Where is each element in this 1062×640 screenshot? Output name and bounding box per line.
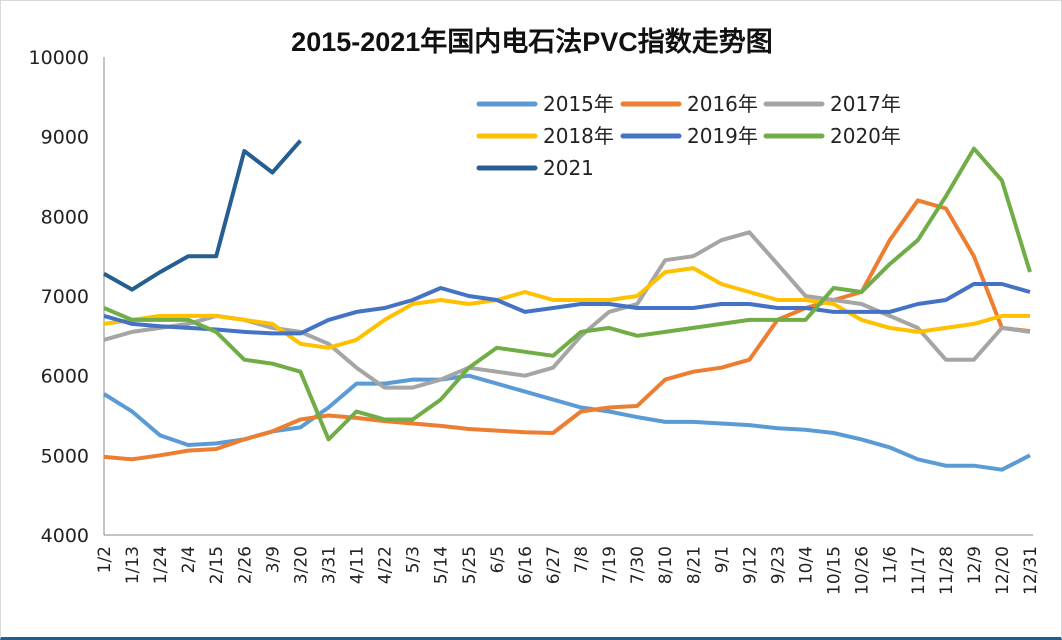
x-tick-label: 5/25 xyxy=(460,546,480,584)
x-tick-label: 8/21 xyxy=(684,546,704,584)
x-tick-label: 8/10 xyxy=(656,546,676,584)
x-tick-label: 10/26 xyxy=(853,546,873,595)
x-tick-label: 1/13 xyxy=(123,546,143,584)
x-tick-label: 10/4 xyxy=(797,546,817,584)
x-tick-label: 9/1 xyxy=(712,546,732,573)
x-tick-label: 2/15 xyxy=(207,546,227,584)
x-tick-label: 12/9 xyxy=(965,546,985,584)
x-tick-label: 11/6 xyxy=(881,546,901,584)
x-tick-label: 6/27 xyxy=(544,546,564,584)
x-tick-label: 7/30 xyxy=(628,546,648,584)
series-line-2020年 xyxy=(103,146,1032,442)
y-tick-label: 8000 xyxy=(41,206,89,228)
x-tick-label: 3/20 xyxy=(291,546,311,584)
x-tick-label: 11/17 xyxy=(909,546,929,595)
x-tick-label: 2/26 xyxy=(235,546,255,584)
legend-label: 2018年 xyxy=(543,124,614,148)
x-tick-label: 5/14 xyxy=(432,546,452,584)
x-tick-label: 3/9 xyxy=(263,546,283,573)
x-tick-label: 2/4 xyxy=(179,546,199,573)
series-line-2016年 xyxy=(103,198,1031,462)
series-line-2018年 xyxy=(103,266,1030,350)
x-tick-label: 5/3 xyxy=(404,546,424,573)
x-tick-label: 12/31 xyxy=(1021,546,1041,595)
legend-label: 2021 xyxy=(543,156,594,180)
x-tick-label: 1/2 xyxy=(95,546,115,573)
x-tick-label: 11/28 xyxy=(937,546,957,595)
legend-label: 2020年 xyxy=(830,124,901,148)
legend-label: 2015年 xyxy=(543,92,614,116)
x-tick-label: 7/8 xyxy=(572,546,592,573)
x-tick-label: 3/31 xyxy=(319,546,339,584)
legend-label: 2016年 xyxy=(687,92,758,116)
x-tick-label: 9/12 xyxy=(740,546,760,584)
x-tick-label: 6/16 xyxy=(516,546,536,584)
x-tick-label: 10/15 xyxy=(825,546,845,595)
y-tick-label: 10000 xyxy=(29,47,89,69)
x-tick-label: 12/20 xyxy=(993,546,1013,595)
y-tick-label: 4000 xyxy=(41,525,89,547)
y-tick-label: 7000 xyxy=(41,286,89,308)
legend-label: 2017年 xyxy=(830,92,901,116)
series-line-2019年 xyxy=(103,282,1031,336)
x-tick-label: 9/23 xyxy=(768,546,788,584)
x-tick-label: 1/24 xyxy=(151,546,171,584)
x-tick-label: 4/11 xyxy=(348,546,368,584)
legend-label: 2019年 xyxy=(687,124,758,148)
y-tick-label: 6000 xyxy=(41,366,89,388)
y-tick-label: 5000 xyxy=(41,445,89,467)
x-tick-label: 7/19 xyxy=(600,546,620,584)
y-tick-label: 9000 xyxy=(41,127,89,149)
series-line-2021 xyxy=(103,139,302,292)
x-tick-label: 6/5 xyxy=(488,546,508,573)
chart-title: 2015-2021年国内电石法PVC指数走势图 xyxy=(291,26,773,57)
x-tick-label: 4/22 xyxy=(376,546,396,584)
